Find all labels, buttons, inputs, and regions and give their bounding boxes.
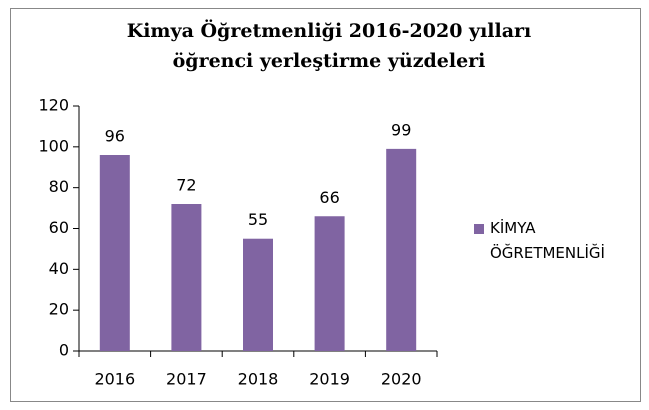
x-tick-label: 2017 <box>166 370 207 389</box>
y-tick-label: 100 <box>38 136 69 155</box>
legend: KİMYA ÖĞRETMENLİĞİ <box>474 216 630 266</box>
x-tick-label: 2020 <box>381 370 422 389</box>
value-label: 72 <box>176 176 196 195</box>
x-tick-label: 2016 <box>94 370 135 389</box>
y-tick-label: 80 <box>49 177 69 196</box>
bar <box>99 155 130 351</box>
legend-label: KİMYA ÖĞRETMENLİĞİ <box>490 219 605 262</box>
value-label: 66 <box>319 188 339 207</box>
bar <box>314 216 345 351</box>
y-tick-label: 120 <box>38 96 69 115</box>
bar <box>243 238 273 351</box>
x-tick-label: 2018 <box>238 370 279 389</box>
y-tick-label: 40 <box>49 259 69 278</box>
value-label: 55 <box>248 210 268 229</box>
bar <box>386 148 417 351</box>
chart-title: Kimya Öğretmenliği 2016-2020 yılları öğr… <box>126 20 532 72</box>
value-label: 96 <box>105 127 125 146</box>
y-tick-label: 60 <box>49 218 69 237</box>
x-tick-label: 2019 <box>309 370 350 389</box>
legend-swatch <box>474 224 484 234</box>
value-label: 99 <box>391 120 411 139</box>
y-tick-label: 0 <box>59 341 69 360</box>
bar <box>171 204 202 351</box>
y-tick-label: 20 <box>49 300 69 319</box>
